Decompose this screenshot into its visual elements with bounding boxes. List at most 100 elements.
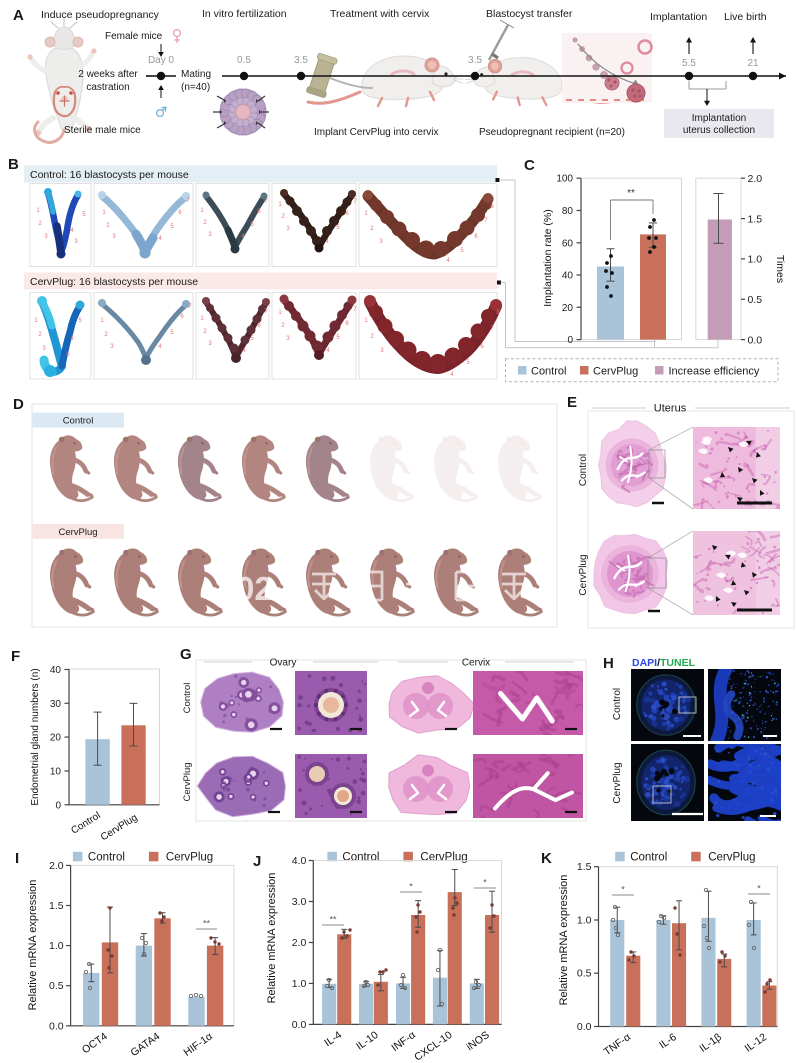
svg-text:20: 20 <box>50 733 62 744</box>
svg-text:6: 6 <box>474 234 478 240</box>
svg-text:40: 40 <box>50 665 62 676</box>
svg-text:I: I <box>15 850 19 867</box>
svg-text:0.0: 0.0 <box>577 1021 592 1033</box>
svg-text:Control: 16 blastocysts per mo: Control: 16 blastocysts per mouse <box>30 169 189 181</box>
svg-text:Treatment with cervix: Treatment with cervix <box>330 8 430 20</box>
svg-text:1: 1 <box>364 211 368 217</box>
svg-text:4.0: 4.0 <box>292 855 307 867</box>
svg-text:Cervix: Cervix <box>462 658 490 669</box>
svg-text:4: 4 <box>158 344 162 350</box>
svg-text:6: 6 <box>66 352 70 358</box>
svg-text:Blastocyst transfer: Blastocyst transfer <box>486 8 573 20</box>
svg-text:Increase efficiency: Increase efficiency <box>669 366 760 378</box>
svg-text:0.5: 0.5 <box>748 294 763 306</box>
svg-text:2: 2 <box>203 220 207 226</box>
svg-text:3: 3 <box>286 226 290 232</box>
svg-text:6: 6 <box>180 314 184 320</box>
svg-text:Control: Control <box>182 683 193 714</box>
svg-text:CervPlug: CervPlug <box>420 852 467 864</box>
svg-text:3.5: 3.5 <box>468 55 482 66</box>
svg-text:J: J <box>253 853 261 870</box>
svg-text:Ovary: Ovary <box>270 658 297 669</box>
svg-text:2: 2 <box>370 334 374 340</box>
svg-text:4: 4 <box>326 348 330 354</box>
svg-text:3: 3 <box>42 346 46 352</box>
svg-text:5: 5 <box>78 318 82 324</box>
svg-text:6: 6 <box>257 209 261 215</box>
svg-text:2.0: 2.0 <box>748 173 763 185</box>
svg-text:B: B <box>8 156 19 173</box>
svg-text:0.0: 0.0 <box>292 1019 307 1031</box>
svg-text:Mating: Mating <box>181 69 211 80</box>
svg-text:Implantation: Implantation <box>650 11 707 23</box>
svg-text:4: 4 <box>242 348 246 354</box>
svg-text:1: 1 <box>200 208 204 214</box>
svg-text:1: 1 <box>100 318 104 324</box>
svg-text:5: 5 <box>336 335 340 341</box>
svg-text:5: 5 <box>82 212 86 218</box>
svg-text:GATA4: GATA4 <box>128 1030 162 1059</box>
svg-text:2: 2 <box>281 214 285 220</box>
svg-text:In vitro fertilization: In vitro fertilization <box>202 8 287 20</box>
svg-text:IL-12: IL-12 <box>743 1031 770 1055</box>
svg-text:6: 6 <box>257 323 261 329</box>
svg-text:1.5: 1.5 <box>577 861 592 873</box>
svg-text:3: 3 <box>208 232 212 238</box>
svg-text:Induce pseudopregnancy: Induce pseudopregnancy <box>41 9 160 21</box>
svg-text:7: 7 <box>264 199 268 205</box>
svg-text:20: 20 <box>562 303 574 314</box>
svg-text:CXCL-10: CXCL-10 <box>412 1029 454 1063</box>
svg-text:G: G <box>180 646 192 663</box>
svg-text:C: C <box>524 157 535 174</box>
svg-text:Control: Control <box>578 454 589 486</box>
svg-text:5: 5 <box>170 224 174 230</box>
svg-text:Control: Control <box>531 366 566 378</box>
svg-text:3.0: 3.0 <box>292 896 307 908</box>
svg-text:02: 02 <box>236 570 273 607</box>
svg-text:6: 6 <box>480 344 484 350</box>
svg-text:100: 100 <box>556 174 573 185</box>
svg-text:1.0: 1.0 <box>49 940 64 952</box>
svg-text:CervPlug: CervPlug <box>593 366 638 378</box>
svg-text:6: 6 <box>345 321 349 327</box>
svg-text:2: 2 <box>106 223 110 229</box>
svg-text:6: 6 <box>178 210 182 216</box>
svg-text:0: 0 <box>55 800 61 811</box>
svg-text:iNOS: iNOS <box>464 1029 491 1053</box>
svg-text:CervPlug: CervPlug <box>58 527 97 538</box>
svg-text:Control: Control <box>630 852 667 864</box>
svg-text:1: 1 <box>34 318 38 324</box>
svg-text:Relative mRNA expression: Relative mRNA expression <box>558 875 570 1006</box>
svg-text:4: 4 <box>70 228 74 234</box>
svg-text:Times: Times <box>774 255 786 283</box>
svg-text:10: 10 <box>50 767 62 778</box>
svg-text:Control: Control <box>612 688 623 720</box>
svg-text:5: 5 <box>336 225 340 231</box>
svg-text:0.0: 0.0 <box>748 334 763 346</box>
svg-text:3: 3 <box>112 234 116 240</box>
svg-text:uterus collection: uterus collection <box>683 125 755 136</box>
svg-text:*: * <box>483 878 487 888</box>
svg-text:5: 5 <box>466 360 470 366</box>
svg-text:5.5: 5.5 <box>682 58 696 69</box>
svg-text:CervPlug: 16 blastocysts per m: CervPlug: 16 blastocysts per mouse <box>30 276 198 288</box>
svg-text:CervPlug: CervPlug <box>612 762 623 803</box>
svg-text:1: 1 <box>200 316 204 322</box>
svg-text:IL-1β: IL-1β <box>697 1031 724 1055</box>
svg-text:IL-4: IL-4 <box>322 1029 344 1049</box>
svg-text:0.0: 0.0 <box>49 1020 64 1032</box>
svg-text:1: 1 <box>364 318 368 324</box>
svg-text:2: 2 <box>281 323 285 329</box>
svg-text:7: 7 <box>484 218 488 224</box>
svg-text:*: * <box>621 885 625 895</box>
svg-text:CervPlug: CervPlug <box>182 762 193 801</box>
svg-text:1: 1 <box>36 208 40 214</box>
svg-text:3: 3 <box>44 234 48 240</box>
svg-text:Live birth: Live birth <box>724 11 767 23</box>
svg-text:5: 5 <box>250 336 254 342</box>
svg-text:*: * <box>757 884 761 894</box>
svg-text:E: E <box>567 394 577 411</box>
svg-text:Endometrial gland numbers (n): Endometrial gland numbers (n) <box>30 668 41 805</box>
svg-text:DAPI/TUNEL: DAPI/TUNEL <box>632 657 696 669</box>
svg-text:3: 3 <box>380 348 384 354</box>
